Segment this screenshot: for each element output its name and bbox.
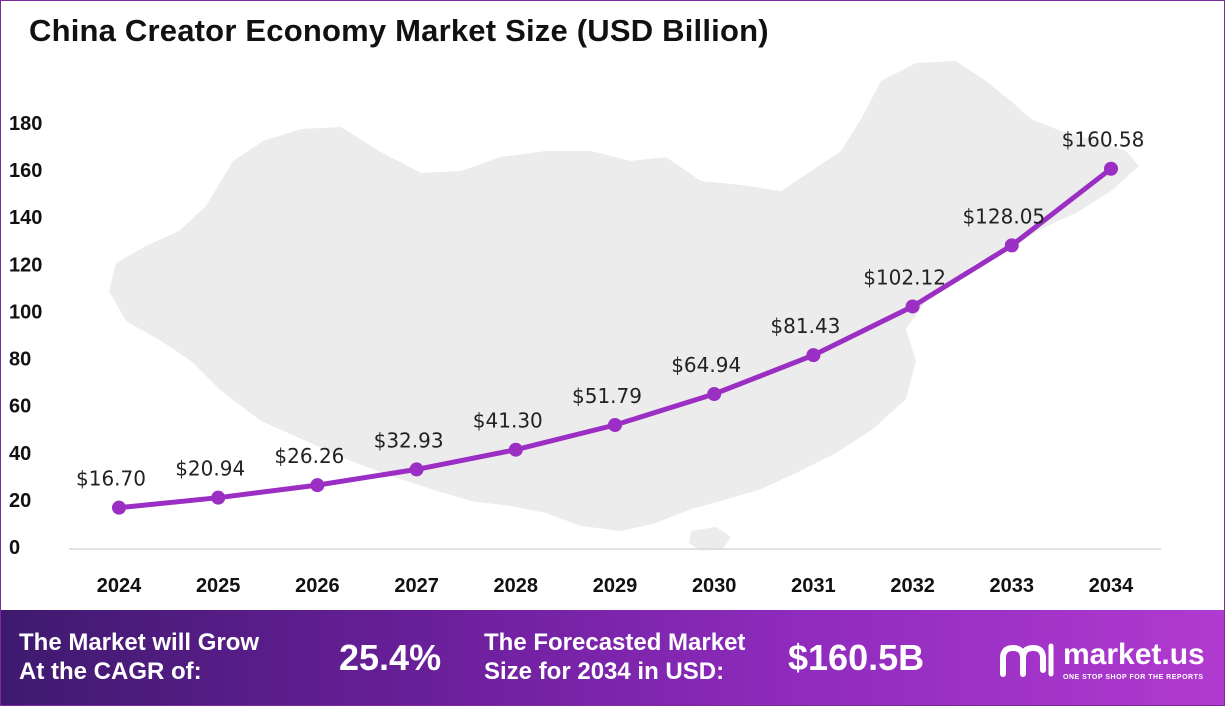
cagr-label-line2: At the CAGR of:: [19, 658, 202, 685]
data-point: [1104, 161, 1118, 176]
x-tick-label: 2032: [890, 575, 935, 597]
x-tick-label: 2031: [791, 575, 836, 597]
chart-title: China Creator Economy Market Size (USD B…: [29, 13, 769, 48]
forecast-label: The Forecasted Market Size for 2034 in U…: [484, 628, 745, 686]
market-us-logo-icon: [1000, 643, 1054, 677]
data-label: $20.94: [175, 457, 245, 481]
data-point: [310, 478, 325, 493]
data-points: [112, 161, 1118, 515]
data-point: [806, 348, 821, 363]
x-tick-label: 2034: [1089, 575, 1134, 597]
x-tick-label: 2024: [97, 575, 142, 597]
data-label: $32.93: [374, 428, 444, 452]
data-label: $51.79: [572, 384, 642, 408]
x-tick-label: 2033: [990, 575, 1035, 597]
china-map-silhouette: [109, 61, 1139, 531]
footer-banner: The Market will Grow At the CAGR of: 25.…: [1, 610, 1224, 705]
y-tick-label: 120: [9, 254, 42, 276]
data-label: $160.58: [1062, 128, 1145, 152]
x-tick-label: 2026: [295, 575, 340, 597]
data-label: $81.43: [770, 314, 840, 338]
forecast-label-line1: The Forecasted Market: [484, 629, 746, 656]
x-tick-label: 2028: [494, 575, 539, 597]
data-point: [608, 418, 622, 433]
y-tick-label: 160: [9, 160, 42, 182]
data-label: $128.05: [962, 204, 1045, 228]
forecast-label-line2: Size for 2034 in USD:: [484, 658, 725, 685]
cagr-label: The Market will Grow At the CAGR of:: [19, 628, 259, 686]
y-tick-label: 100: [9, 301, 42, 323]
cagr-label-line1: The Market will Grow: [19, 629, 260, 656]
data-label: $26.26: [274, 444, 344, 468]
x-tick-label: 2025: [196, 575, 241, 597]
cagr-value: 25.4%: [339, 637, 442, 678]
x-tick-label: 2027: [394, 575, 439, 597]
data-labels: $16.70 $20.94 $26.26 $32.93 $41.30 $51.79 $64.…: [76, 128, 1144, 491]
data-label: $16.70: [76, 467, 146, 491]
data-label: $64.94: [671, 353, 741, 377]
x-axis-ticks: 2024 2025 2026 2027 2028 2029 2030 2031 2032 2033…: [97, 575, 1134, 597]
data-point: [409, 462, 424, 477]
y-axis-ticks: 0 20 40 60 80 100 120 140 160 180: [9, 113, 42, 559]
hainan-island: [689, 527, 731, 551]
forecast-value: $160.5B: [788, 637, 925, 678]
data-point: [707, 387, 722, 402]
x-tick-label: 2030: [692, 575, 737, 597]
y-tick-label: 40: [9, 443, 31, 465]
brand-tagline: ONE STOP SHOP FOR THE REPORTS: [1063, 674, 1204, 681]
brand-logo[interactable]: market.us ONE STOP SHOP FOR THE REPORTS: [999, 638, 1221, 688]
data-point: [1004, 238, 1019, 253]
y-tick-label: 180: [9, 113, 42, 135]
brand-name: market.us: [1063, 638, 1205, 671]
y-tick-label: 60: [9, 396, 31, 418]
x-tick-label: 2029: [593, 575, 638, 597]
data-point: [508, 442, 523, 457]
data-label: $102.12: [863, 265, 946, 289]
data-label: $41.30: [473, 409, 543, 433]
data-point: [211, 490, 226, 505]
data-point: [905, 299, 920, 314]
data-point: [112, 500, 126, 515]
y-tick-label: 140: [9, 207, 42, 229]
y-tick-label: 20: [9, 490, 31, 512]
y-tick-label: 80: [9, 349, 31, 371]
y-tick-label: 0: [9, 537, 20, 559]
